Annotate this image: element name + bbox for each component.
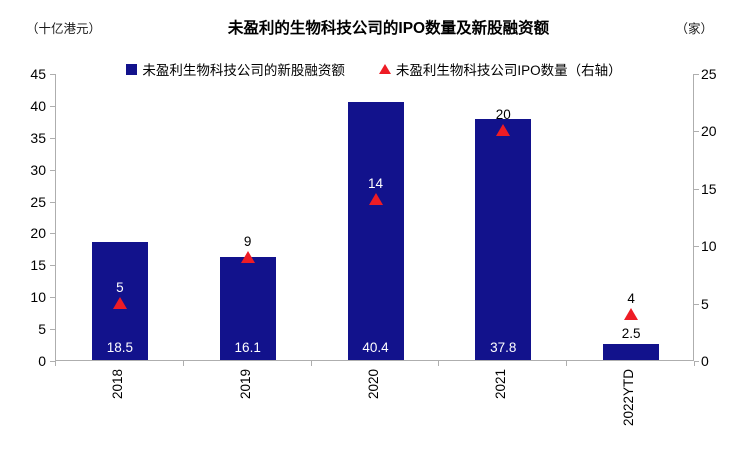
x-axis-tick-mark xyxy=(694,361,695,366)
right-axis-tick-mark xyxy=(694,303,699,305)
bar-2021 xyxy=(475,118,532,360)
left-axis-tick-label: 45 xyxy=(30,66,46,82)
chart-title: 未盈利的生物科技公司的IPO数量及新股融资额 xyxy=(227,20,550,37)
x-axis-label-2020: 2020 xyxy=(365,369,381,400)
bar-value-label: 2.5 xyxy=(621,326,641,342)
left-axis-tick-mark xyxy=(50,329,55,331)
left-axis-tick-mark xyxy=(50,265,55,267)
x-axis-label-2019: 2019 xyxy=(237,369,253,400)
left-axis-tick-label: 30 xyxy=(30,161,46,178)
left-axis-tick-label: 5 xyxy=(38,321,46,338)
left-axis-tick-mark xyxy=(50,74,55,75)
legend-label-financing: 未盈利生物科技公司的新股融资额 xyxy=(142,63,345,78)
right-axis-tick-label: 0 xyxy=(701,353,709,369)
left-axis-unit-label: （十亿港元） xyxy=(26,22,102,36)
x-axis-tick-mark xyxy=(566,361,568,366)
x-axis-label-2021: 2021 xyxy=(493,369,509,400)
right-axis-tick-mark xyxy=(694,188,699,190)
bar-series-swatch-icon xyxy=(126,63,138,75)
left-axis-tick-label: 20 xyxy=(30,225,46,242)
triangle-marker-2022YTD xyxy=(624,308,639,321)
bar-2020 xyxy=(347,102,404,360)
right-axis-tick-label: 25 xyxy=(701,66,717,82)
bar-value-label: 40.4 xyxy=(362,340,389,355)
left-axis-tick-mark xyxy=(50,137,55,139)
bar-2019 xyxy=(219,257,276,360)
left-axis-tick-mark xyxy=(50,201,55,203)
left-axis-tick-mark xyxy=(50,297,55,299)
left-axis-tick-mark xyxy=(50,105,55,107)
right-axis-unit-label: （家） xyxy=(675,22,713,36)
left-axis-tick-mark xyxy=(50,169,55,171)
right-axis-tick-label: 10 xyxy=(701,238,717,255)
triangle-value-label: 14 xyxy=(367,176,384,192)
legend: 未盈利生物科技公司的新股融资额 未盈利生物科技公司IPO数量（右轴） xyxy=(55,59,693,79)
right-axis-tick-mark xyxy=(694,131,699,133)
bar-value-label: 16.1 xyxy=(234,340,261,355)
x-axis-label-2022YTD: 2022YTD xyxy=(621,369,637,427)
triangle-value-label: 20 xyxy=(495,107,511,123)
left-axis-tick-label: 0 xyxy=(38,353,46,369)
left-axis-tick-mark xyxy=(50,361,55,362)
legend-label-ipo-count: 未盈利生物科技公司IPO数量（右轴） xyxy=(395,63,622,78)
right-axis-tick-label: 15 xyxy=(701,180,717,197)
bar-value-label: 18.5 xyxy=(106,340,134,355)
x-axis-tick-mark xyxy=(55,361,56,366)
x-axis-tick-mark xyxy=(310,361,312,366)
legend-item-financing: 未盈利生物科技公司的新股融资额 xyxy=(126,59,345,79)
triangle-marker-2020 xyxy=(368,193,383,206)
bar-2022YTD xyxy=(603,344,660,360)
left-axis-tick-label: 10 xyxy=(30,289,46,306)
left-axis-tick-label: 40 xyxy=(30,97,46,114)
legend-item-ipo-count: 未盈利生物科技公司IPO数量（右轴） xyxy=(378,59,622,79)
left-axis-tick-label: 15 xyxy=(30,257,46,274)
right-axis-tick-mark xyxy=(694,74,699,75)
triangle-value-label: 5 xyxy=(116,279,124,295)
bar-value-label: 37.8 xyxy=(490,340,517,355)
triangle-marker-2019 xyxy=(240,250,255,263)
triangle-series-swatch-icon xyxy=(378,64,391,74)
triangle-value-label: 9 xyxy=(243,233,252,249)
right-axis-tick-mark xyxy=(694,361,699,362)
right-axis-tick-label: 20 xyxy=(701,123,717,140)
left-axis-tick-mark xyxy=(50,233,55,235)
triangle-marker-2021 xyxy=(496,124,511,137)
plot-area: 18.5 5 16.1 9 40.4 14 37.8 20 2.5 4 xyxy=(55,74,694,361)
right-axis-tick-label: 5 xyxy=(701,295,709,312)
left-axis-tick-label: 35 xyxy=(30,129,46,146)
x-axis-tick-mark xyxy=(182,361,184,366)
triangle-marker-2018 xyxy=(112,296,127,309)
x-axis-label-2018: 2018 xyxy=(109,369,125,400)
right-axis-tick-mark xyxy=(694,246,699,248)
triangle-value-label: 4 xyxy=(627,291,635,307)
x-axis-tick-mark xyxy=(438,361,440,366)
left-axis-tick-label: 25 xyxy=(30,193,46,210)
